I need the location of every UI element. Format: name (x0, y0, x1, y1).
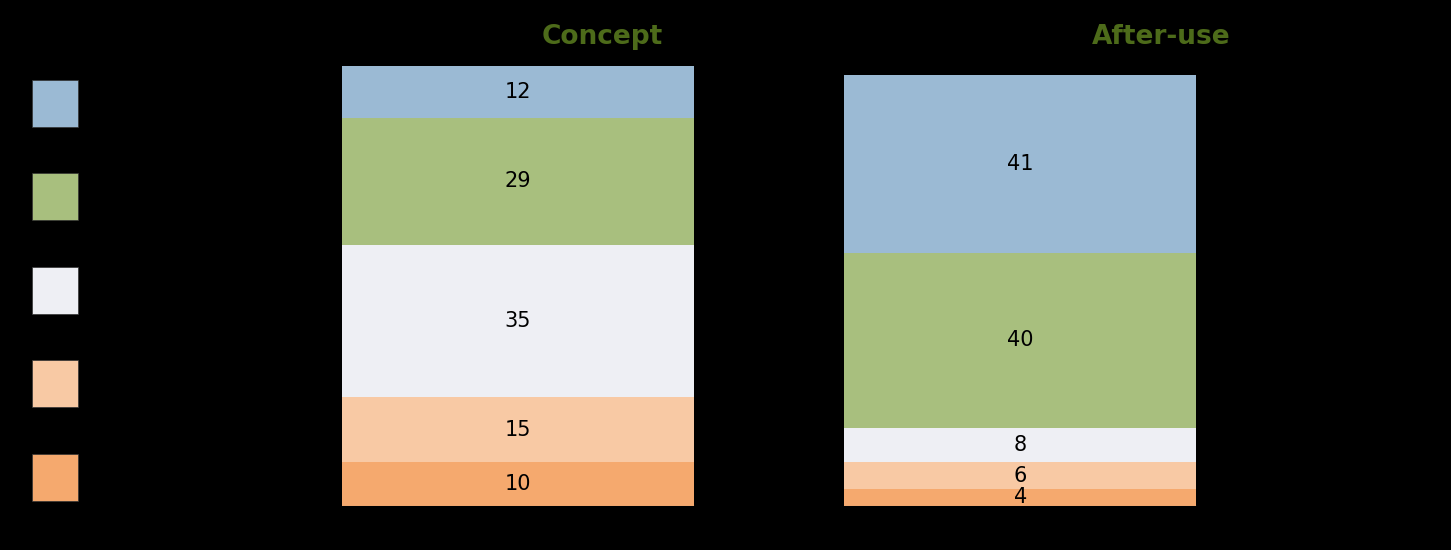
Text: 8: 8 (1014, 435, 1027, 455)
Bar (844, 254, 1196, 427)
Text: 29: 29 (505, 172, 531, 191)
Text: 4: 4 (1014, 487, 1027, 507)
Text: 6: 6 (1013, 465, 1027, 486)
Bar (844, 488, 1196, 506)
Bar (844, 427, 1196, 463)
Text: 10: 10 (505, 474, 531, 494)
Text: 15: 15 (505, 420, 531, 440)
Bar (342, 463, 694, 506)
Text: After-use: After-use (1091, 24, 1230, 50)
Text: 12: 12 (505, 82, 531, 102)
Text: Concept: Concept (541, 24, 663, 50)
Text: 35: 35 (505, 311, 531, 331)
Text: 41: 41 (1007, 154, 1033, 174)
Bar (342, 118, 694, 245)
Bar (844, 75, 1196, 254)
Bar (342, 66, 694, 118)
Text: 40: 40 (1007, 331, 1033, 350)
Bar (844, 463, 1196, 488)
Bar (342, 397, 694, 463)
Bar (342, 245, 694, 397)
